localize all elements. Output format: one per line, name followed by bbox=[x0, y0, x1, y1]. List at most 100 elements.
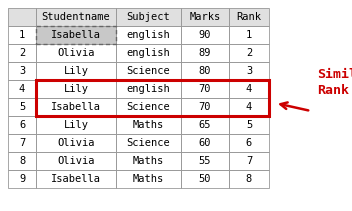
Bar bbox=[36, 26, 116, 44]
Text: 6: 6 bbox=[246, 138, 252, 148]
Text: 5: 5 bbox=[246, 120, 252, 130]
Bar bbox=[116, 62, 181, 80]
Bar bbox=[181, 170, 229, 188]
Bar bbox=[229, 62, 269, 80]
Bar bbox=[229, 44, 269, 62]
Text: Marks: Marks bbox=[189, 12, 221, 22]
Bar bbox=[36, 134, 116, 152]
Bar bbox=[181, 80, 229, 98]
Bar bbox=[181, 116, 229, 134]
Bar bbox=[8, 62, 36, 80]
Text: 2: 2 bbox=[246, 48, 252, 58]
Bar bbox=[181, 62, 229, 80]
Bar bbox=[8, 8, 269, 26]
Bar bbox=[181, 8, 229, 26]
Bar bbox=[116, 8, 181, 26]
Text: Science: Science bbox=[127, 102, 170, 112]
Text: 65: 65 bbox=[199, 120, 211, 130]
Bar bbox=[36, 8, 116, 26]
Bar bbox=[116, 116, 181, 134]
Bar bbox=[229, 80, 269, 98]
Bar bbox=[36, 80, 269, 116]
Text: 1: 1 bbox=[19, 30, 25, 40]
Text: english: english bbox=[127, 30, 170, 40]
Bar bbox=[36, 116, 116, 134]
Bar bbox=[116, 98, 181, 116]
Bar bbox=[181, 98, 229, 116]
Bar bbox=[36, 80, 116, 98]
Text: 8: 8 bbox=[19, 156, 25, 166]
Bar bbox=[116, 152, 181, 170]
Text: 80: 80 bbox=[199, 66, 211, 76]
Bar bbox=[8, 26, 36, 44]
Text: 7: 7 bbox=[246, 156, 252, 166]
Text: Lily: Lily bbox=[63, 66, 88, 76]
Text: 7: 7 bbox=[19, 138, 25, 148]
Bar bbox=[181, 152, 229, 170]
Text: 3: 3 bbox=[19, 66, 25, 76]
Bar bbox=[36, 62, 116, 80]
Bar bbox=[116, 170, 181, 188]
Bar bbox=[8, 170, 36, 188]
Bar bbox=[229, 152, 269, 170]
Text: 55: 55 bbox=[199, 156, 211, 166]
Text: Maths: Maths bbox=[133, 120, 164, 130]
Bar bbox=[8, 80, 36, 98]
Text: Subject: Subject bbox=[127, 12, 170, 22]
Text: Isabella: Isabella bbox=[51, 30, 101, 40]
Bar bbox=[8, 44, 36, 62]
Text: 90: 90 bbox=[199, 30, 211, 40]
Bar bbox=[36, 98, 116, 116]
Text: 1: 1 bbox=[246, 30, 252, 40]
Text: 70: 70 bbox=[199, 84, 211, 94]
Text: 50: 50 bbox=[199, 174, 211, 184]
Bar bbox=[36, 26, 116, 44]
Text: Olivia: Olivia bbox=[57, 138, 95, 148]
Text: 9: 9 bbox=[19, 174, 25, 184]
Text: Rank: Rank bbox=[237, 12, 262, 22]
Bar bbox=[36, 44, 116, 62]
Text: Olivia: Olivia bbox=[57, 48, 95, 58]
Text: Maths: Maths bbox=[133, 174, 164, 184]
Text: Science: Science bbox=[127, 66, 170, 76]
Bar bbox=[36, 170, 116, 188]
Text: 4: 4 bbox=[19, 84, 25, 94]
Text: Lily: Lily bbox=[63, 84, 88, 94]
Bar bbox=[181, 26, 229, 44]
Bar bbox=[8, 116, 36, 134]
Text: english: english bbox=[127, 48, 170, 58]
Text: 2: 2 bbox=[19, 48, 25, 58]
Text: 3: 3 bbox=[246, 66, 252, 76]
Bar bbox=[116, 44, 181, 62]
Text: 4: 4 bbox=[246, 102, 252, 112]
Bar bbox=[36, 26, 116, 44]
Text: 60: 60 bbox=[199, 138, 211, 148]
Bar bbox=[8, 152, 36, 170]
Bar bbox=[229, 134, 269, 152]
Text: 70: 70 bbox=[199, 102, 211, 112]
Text: Isabella: Isabella bbox=[51, 102, 101, 112]
Bar bbox=[181, 44, 229, 62]
Text: 4: 4 bbox=[246, 84, 252, 94]
Bar bbox=[8, 8, 36, 26]
Bar bbox=[229, 8, 269, 26]
Bar bbox=[116, 26, 181, 44]
Text: Science: Science bbox=[127, 138, 170, 148]
Bar bbox=[229, 116, 269, 134]
Bar bbox=[229, 98, 269, 116]
Text: 8: 8 bbox=[246, 174, 252, 184]
Bar bbox=[36, 152, 116, 170]
Bar bbox=[229, 26, 269, 44]
Bar bbox=[116, 80, 181, 98]
Bar bbox=[8, 134, 36, 152]
Text: 6: 6 bbox=[19, 120, 25, 130]
Text: Studentname: Studentname bbox=[42, 12, 111, 22]
Bar bbox=[116, 134, 181, 152]
Text: english: english bbox=[127, 84, 170, 94]
Bar bbox=[229, 170, 269, 188]
Bar bbox=[181, 134, 229, 152]
Text: Isabella: Isabella bbox=[51, 174, 101, 184]
Text: Olivia: Olivia bbox=[57, 156, 95, 166]
Text: 89: 89 bbox=[199, 48, 211, 58]
Text: Similar
Rank: Similar Rank bbox=[317, 68, 352, 97]
